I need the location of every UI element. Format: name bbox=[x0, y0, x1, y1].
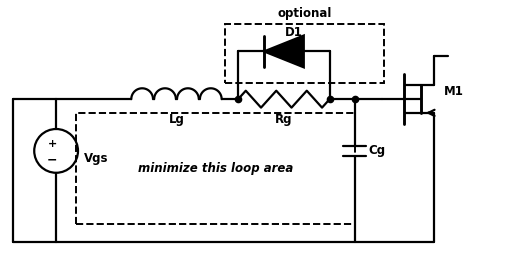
Text: Vgs: Vgs bbox=[84, 152, 109, 165]
Bar bbox=[76, 113, 355, 224]
Text: minimize this loop area: minimize this loop area bbox=[138, 162, 293, 175]
Text: Rg: Rg bbox=[275, 113, 293, 126]
Text: D1: D1 bbox=[285, 26, 303, 39]
Text: Cg: Cg bbox=[368, 144, 385, 157]
Polygon shape bbox=[264, 35, 304, 67]
Text: optional: optional bbox=[278, 7, 332, 20]
Text: +: + bbox=[48, 139, 57, 149]
Bar bbox=[225, 23, 384, 83]
Text: −: − bbox=[47, 153, 57, 166]
Text: M1: M1 bbox=[444, 85, 464, 98]
Text: Lg: Lg bbox=[169, 113, 184, 126]
